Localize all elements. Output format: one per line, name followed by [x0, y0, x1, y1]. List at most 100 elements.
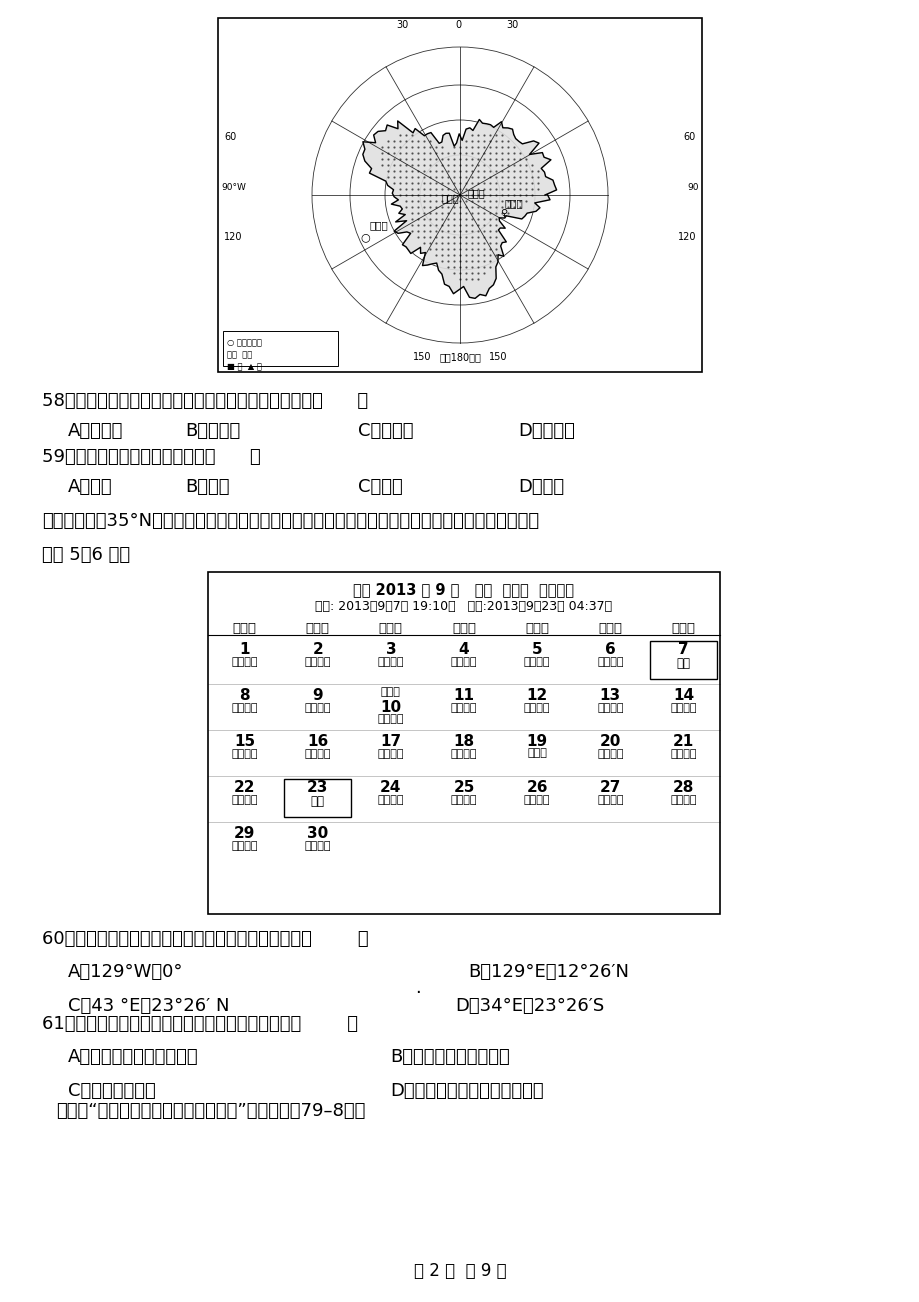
Text: 八月初七: 八月初七: [450, 703, 477, 713]
Text: 八月廿五: 八月廿五: [231, 841, 257, 852]
Text: 昆仑站: 昆仑站: [441, 193, 460, 203]
Text: 白露: 2013年9月7日 19:10时   秋分:2013年9月23日 04:37时: 白露: 2013年9月7日 19:10时 秋分:2013年9月23日 04:37…: [315, 600, 612, 613]
Text: 8: 8: [239, 687, 250, 703]
Text: 八月十四: 八月十四: [450, 749, 477, 759]
Text: 61．从白露到秋分时间段，下列信息描述正确的是（        ）: 61．从白露到秋分时间段，下列信息描述正确的是（ ）: [42, 1016, 357, 1032]
Text: A．东北: A．东北: [68, 478, 112, 496]
Text: 60: 60: [683, 132, 696, 142]
Text: 八月初二: 八月初二: [596, 658, 623, 667]
Bar: [218, 18, 701, 372]
Text: 6: 6: [605, 642, 615, 658]
Text: 150: 150: [413, 352, 431, 362]
Text: 长城站: 长城站: [369, 220, 389, 230]
Text: 16: 16: [307, 734, 328, 749]
Text: D．34°E；23°26′S: D．34°E；23°26′S: [455, 997, 604, 1016]
Text: 七月廿七: 七月廿七: [304, 658, 331, 667]
Text: 白露: 白露: [675, 658, 689, 671]
Text: 星期二: 星期二: [379, 622, 403, 635]
Polygon shape: [362, 120, 556, 298]
Text: 23: 23: [307, 780, 328, 796]
Text: 1: 1: [239, 642, 250, 658]
Text: 八月廿三: 八月廿三: [596, 796, 623, 805]
Text: 30: 30: [307, 825, 328, 841]
Text: 八月初六: 八月初六: [377, 713, 403, 724]
Text: ■ 城  ▲ 峰: ■ 城 ▲ 峰: [227, 362, 262, 371]
Text: 八月十七: 八月十七: [669, 749, 696, 759]
Text: 星期一: 星期一: [305, 622, 329, 635]
Text: 八月十三: 八月十三: [377, 749, 403, 759]
Text: 90°W: 90°W: [221, 184, 245, 191]
Text: 八月初五: 八月初五: [304, 703, 331, 713]
Text: A．济宁正午太阳高度变小: A．济宁正午太阳高度变小: [68, 1048, 199, 1066]
Text: 八月十八: 八月十八: [231, 796, 257, 805]
Text: 20: 20: [599, 734, 620, 749]
Text: 中秋节: 中秋节: [527, 749, 547, 758]
Text: ○: ○: [359, 232, 369, 242]
Text: B．129°E；12°26′N: B．129°E；12°26′N: [468, 963, 629, 980]
Text: 济宁市（约为35°N）某中学高一学生对日历产生了兴趣，以下是他们根据图示信息作出的判断。据此: 济宁市（约为35°N）某中学高一学生对日历产生了兴趣，以下是他们根据图示信息作出…: [42, 512, 539, 530]
Text: 59．泰山站位于长城站的方位是（      ）: 59．泰山站位于长城站的方位是（ ）: [42, 448, 260, 466]
Text: 120: 120: [676, 232, 696, 242]
Text: C．昆仑站: C．昆仑站: [357, 422, 413, 440]
Text: C．东南: C．东南: [357, 478, 403, 496]
Text: 八月廿六: 八月廿六: [304, 841, 331, 852]
Text: 25: 25: [453, 780, 474, 796]
Text: 八月十六: 八月十六: [596, 749, 623, 759]
Text: 八月十一: 八月十一: [231, 749, 257, 759]
Text: 21: 21: [672, 734, 693, 749]
Text: B．太阳直射点在南半球: B．太阳直射点在南半球: [390, 1048, 509, 1066]
Text: 22: 22: [233, 780, 255, 796]
Text: 19: 19: [526, 734, 547, 749]
Text: 七月廿六: 七月廿六: [231, 658, 257, 667]
Text: 八月初一: 八月初一: [523, 658, 550, 667]
Text: 八月廿二: 八月廿二: [523, 796, 550, 805]
Bar: [208, 572, 720, 914]
Text: 中山站: 中山站: [505, 198, 523, 208]
Text: 七月廿八: 七月廿八: [377, 658, 403, 667]
Text: 11: 11: [453, 687, 474, 703]
Text: 七月廿九: 七月廿九: [450, 658, 477, 667]
Text: 3: 3: [385, 642, 396, 658]
Text: 7: 7: [677, 642, 688, 658]
Text: 秋分: 秋分: [311, 796, 324, 809]
Text: 30: 30: [505, 20, 517, 30]
Text: 90: 90: [686, 184, 698, 191]
Bar: [222, 331, 337, 366]
Text: 八月二十: 八月二十: [377, 796, 403, 805]
Text: C．43 °E；23°26′ N: C．43 °E；23°26′ N: [68, 997, 229, 1016]
Text: D．泰山站: D．泰山站: [517, 422, 574, 440]
Text: 9: 9: [312, 687, 323, 703]
Text: 八月初九: 八月初九: [596, 703, 623, 713]
Text: 下图为“某流域地质构造与地貌示意图”，读图完成79–8题。: 下图为“某流域地质构造与地貌示意图”，读图完成79–8题。: [56, 1101, 365, 1120]
Text: 星期三: 星期三: [451, 622, 475, 635]
Text: ○ 科学考察站: ○ 科学考察站: [227, 339, 262, 348]
Text: B．中山站: B．中山站: [185, 422, 240, 440]
Text: .: .: [414, 979, 420, 997]
Text: 120: 120: [223, 232, 243, 242]
Text: D．西南: D．西南: [517, 478, 563, 496]
Text: 12: 12: [526, 687, 547, 703]
Text: B．西北: B．西北: [185, 478, 229, 496]
Text: D．地球绕日公转速度逐渐变慢: D．地球绕日公转速度逐渐变慢: [390, 1082, 543, 1100]
Text: 八月廿四: 八月廿四: [669, 796, 696, 805]
Text: 13: 13: [599, 687, 620, 703]
Text: 星期六: 星期六: [671, 622, 695, 635]
Text: 第 2 页  共 9 页: 第 2 页 共 9 页: [414, 1262, 505, 1280]
Text: 17: 17: [380, 734, 401, 749]
Text: 30: 30: [395, 20, 408, 30]
Text: 28: 28: [672, 780, 693, 796]
Text: A．129°W；0°: A．129°W；0°: [68, 963, 183, 980]
Text: 2: 2: [312, 642, 323, 658]
Text: 14: 14: [672, 687, 693, 703]
Text: 八月初四: 八月初四: [231, 703, 257, 713]
Text: 26: 26: [526, 780, 548, 796]
Text: 星期日: 星期日: [233, 622, 256, 635]
Text: 八月十二: 八月十二: [304, 749, 331, 759]
Text: 完成 5～6 题。: 完成 5～6 题。: [42, 546, 130, 564]
Text: 八月初八: 八月初八: [523, 703, 550, 713]
Text: 0: 0: [454, 20, 460, 30]
Text: A．长城站: A．长城站: [68, 422, 123, 440]
Text: 泰山站: 泰山站: [468, 187, 485, 198]
Text: 星期五: 星期五: [597, 622, 621, 635]
Text: 15: 15: [233, 734, 255, 749]
